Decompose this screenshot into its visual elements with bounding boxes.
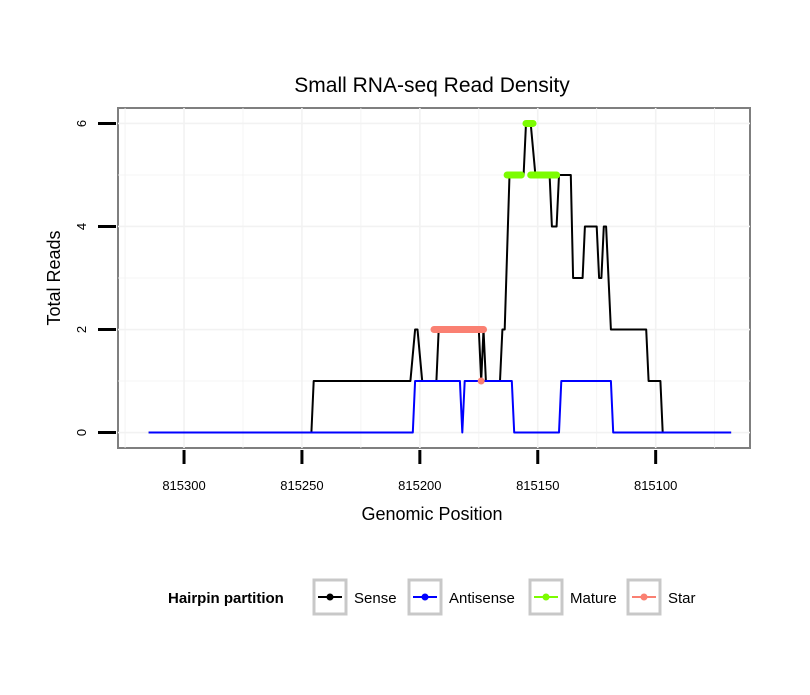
antisense-line [148,380,732,434]
star-point [477,377,485,385]
y-tick-label: 6 [74,120,89,127]
y-tick-label: 2 [74,326,89,333]
y-axis: 0 2 4 6 [74,120,116,436]
legend-label-sense: Sense [354,590,397,607]
x-tick-label: 815250 [280,478,323,493]
x-tick-label: 815150 [516,478,559,493]
y-axis-label: Total Reads [44,230,64,325]
legend-title: Hairpin partition [168,590,284,607]
legend-label-mature: Mature [570,590,617,607]
y-tick-label: 4 [74,223,89,230]
legend: Hairpin partition Sense Antisense Mature St… [168,578,696,616]
series-layer [148,119,732,434]
x-axis-label: Genomic Position [361,504,502,524]
x-tick-label: 815200 [398,478,441,493]
x-tick-label: 815100 [634,478,677,493]
chart-title: Small RNA-seq Read Density [294,74,570,97]
legend-key-point [421,593,429,601]
legend-key-point [326,593,334,601]
x-tick-label: 815300 [162,478,205,493]
legend-key-point [640,593,648,601]
y-tick-label: 0 [74,429,89,436]
legend-key-point [542,593,550,601]
legend-label-star: Star [668,590,696,607]
legend-items: Sense Antisense Mature Star [312,578,696,616]
legend-label-antisense: Antisense [449,590,515,607]
x-axis: 815300 815250 815200 815150 815100 [162,450,677,493]
